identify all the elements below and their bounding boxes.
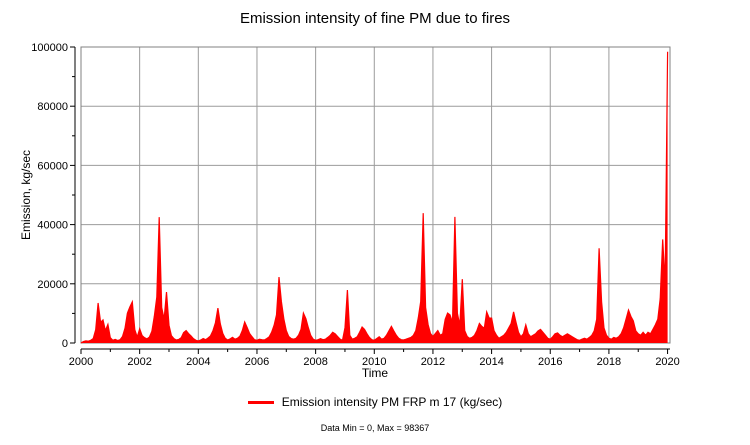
x-tick-label: 2014	[479, 356, 503, 368]
x-tick-label: 2016	[538, 356, 562, 368]
x-tick-label: 2008	[303, 356, 327, 368]
x-axis-title: Time	[361, 366, 389, 380]
legend-line-swatch	[247, 400, 274, 404]
x-tick-label: 2006	[245, 356, 269, 368]
data-min-max-note: Data Min = 0, Max = 98367	[320, 423, 430, 433]
x-tick-label: 2020	[655, 356, 679, 368]
x-tick-label: 2000	[69, 356, 93, 368]
y-tick-label: 40000	[37, 220, 68, 232]
x-tick-label: 2004	[186, 356, 210, 368]
y-tick-label: 20000	[37, 279, 68, 291]
y-tick-label: 80000	[37, 101, 68, 113]
x-tick-label: 2018	[597, 356, 621, 368]
y-tick-label: 100000	[31, 42, 68, 54]
x-tick-label: 2010	[362, 356, 386, 368]
y-tick-label: 0	[62, 338, 68, 350]
legend-label: Emission intensity PM FRP m 17 (kg/sec)	[281, 395, 503, 409]
series-line	[80, 51, 669, 344]
chart-title: Emission intensity of fine PM due to fir…	[239, 10, 511, 27]
x-tick-label: 2002	[127, 356, 151, 368]
y-tick-label: 60000	[37, 160, 68, 172]
legend: Emission intensity PM FRP m 17 (kg/sec)	[0, 395, 750, 409]
x-tick-label: 2012	[421, 356, 445, 368]
plot-box	[80, 46, 671, 344]
